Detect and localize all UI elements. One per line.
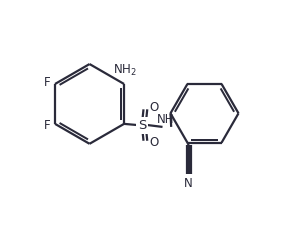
Text: NH$_2$: NH$_2$ — [113, 63, 137, 78]
Text: O: O — [149, 101, 159, 114]
Text: F: F — [44, 118, 51, 131]
Text: N: N — [184, 177, 193, 190]
Text: NH: NH — [157, 113, 175, 126]
Text: O: O — [149, 136, 159, 149]
Text: S: S — [138, 118, 147, 131]
Text: F: F — [44, 76, 51, 89]
